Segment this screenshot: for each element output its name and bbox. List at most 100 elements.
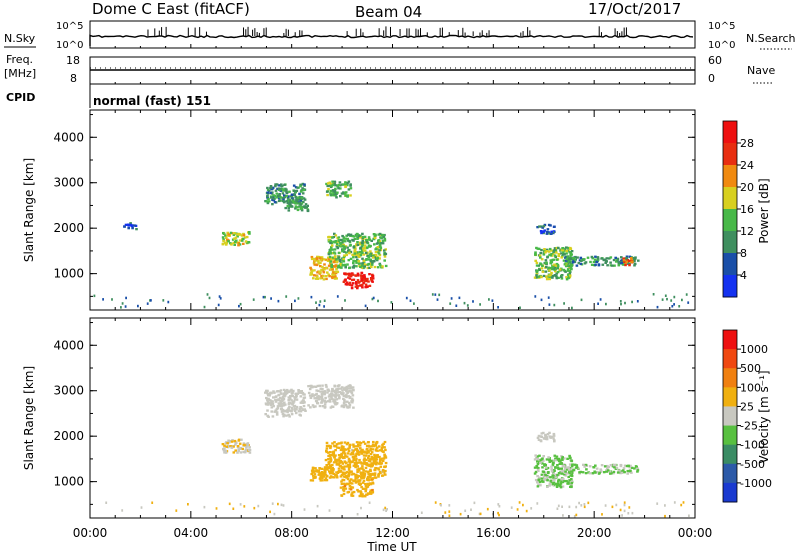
power-cell xyxy=(352,256,355,259)
power-cell xyxy=(364,251,368,254)
power-cell xyxy=(359,254,363,257)
power-cell xyxy=(341,234,344,238)
velocity-cell xyxy=(373,468,376,472)
velocity-cell xyxy=(328,470,331,473)
power-cell xyxy=(367,236,371,239)
power-cell xyxy=(355,265,358,268)
power-cell xyxy=(553,225,556,228)
velocity-cell xyxy=(264,413,267,416)
freq-label-1: Freq. xyxy=(6,53,33,66)
velocity-cell xyxy=(316,402,319,405)
velocity-cell xyxy=(382,457,386,460)
power-cell xyxy=(127,227,130,230)
velocity-cell xyxy=(633,467,636,470)
velocity-cell xyxy=(365,451,368,454)
velocity-cell xyxy=(370,445,373,448)
velocity-ground-cell xyxy=(368,501,371,504)
power-cell xyxy=(552,258,555,261)
power-cell xyxy=(545,275,548,278)
power-cell xyxy=(337,183,341,187)
velocity-cell xyxy=(297,390,300,393)
power-cell xyxy=(359,236,362,239)
velocity-cell xyxy=(361,465,364,468)
power-cell xyxy=(356,241,359,244)
beam-title: Beam 04 xyxy=(355,3,422,21)
power-cell xyxy=(615,260,618,263)
power-cell xyxy=(580,259,583,262)
power-cell xyxy=(298,201,302,204)
power-cell xyxy=(333,259,337,262)
velocity-cell xyxy=(226,442,229,445)
velocity-cell xyxy=(264,391,267,394)
power-cell xyxy=(370,265,373,269)
velocity-cell xyxy=(352,457,355,460)
velocity-cell xyxy=(366,482,370,485)
power-cell xyxy=(342,240,345,243)
power-cell xyxy=(315,263,319,267)
velocity-cell xyxy=(328,451,332,454)
velocity-cell xyxy=(554,476,558,479)
velocity-cell xyxy=(354,465,357,469)
velocity-cell xyxy=(343,388,347,391)
velocity-cell xyxy=(323,479,327,482)
velocity-cell xyxy=(374,448,378,451)
power-cell xyxy=(376,266,380,269)
power-cell xyxy=(309,266,312,269)
velocity-cell xyxy=(600,464,604,467)
power-cell xyxy=(329,189,333,193)
power-cell xyxy=(327,187,330,191)
power-cell xyxy=(129,223,133,227)
velocity-cell xyxy=(613,466,616,469)
velocity-cell xyxy=(575,464,579,467)
power-cell xyxy=(299,199,302,202)
power-cell xyxy=(302,188,306,192)
velocity-cell xyxy=(278,403,281,406)
velocity-ground-cell xyxy=(623,501,626,504)
velocity-cell xyxy=(538,480,542,484)
velocity-cell xyxy=(373,474,377,477)
velocity-cell xyxy=(315,397,319,400)
velocity-cell xyxy=(300,390,303,393)
power-cell xyxy=(374,255,377,259)
power-cell xyxy=(549,262,552,265)
velocity-cell xyxy=(561,480,565,484)
power-cell xyxy=(353,250,356,253)
velocity-cell xyxy=(355,462,358,466)
velocity-cell xyxy=(278,390,281,393)
velocity-cell xyxy=(308,394,312,397)
power-cell xyxy=(382,234,385,237)
velocity-cell xyxy=(359,467,363,470)
velocity-cell xyxy=(619,463,623,467)
power-cell xyxy=(362,281,365,285)
power-cell xyxy=(367,258,371,261)
velocity-cell xyxy=(367,451,370,454)
velocity-cell xyxy=(567,475,570,479)
velocity-cell xyxy=(332,394,335,397)
power-ground-cell xyxy=(479,303,481,306)
velocity-cell xyxy=(568,454,571,458)
velocity-cell xyxy=(327,451,330,454)
velocity-cell xyxy=(285,409,289,412)
power-cell xyxy=(361,283,364,287)
velocity-cell xyxy=(567,468,571,471)
power-cell xyxy=(352,239,355,242)
power-cell xyxy=(566,264,570,267)
power-cell xyxy=(569,246,572,250)
velocity-cell xyxy=(324,458,328,462)
velocity-cell xyxy=(351,394,355,397)
power-cell xyxy=(277,187,281,190)
power-cell xyxy=(338,258,342,261)
power-cell xyxy=(318,270,321,273)
velocity-cell xyxy=(317,398,321,401)
power-cell xyxy=(614,256,617,259)
velocity-cell xyxy=(303,401,306,404)
velocity-cell xyxy=(280,404,284,407)
power-ground-cell xyxy=(534,295,537,298)
power-cell xyxy=(368,253,372,256)
freq-tick-low: 8 xyxy=(70,72,77,85)
velocity-cell xyxy=(266,389,269,392)
velocity-cell xyxy=(595,470,599,474)
power-cell xyxy=(628,255,632,258)
velocity-cell xyxy=(553,454,557,457)
power-cell xyxy=(326,271,329,274)
